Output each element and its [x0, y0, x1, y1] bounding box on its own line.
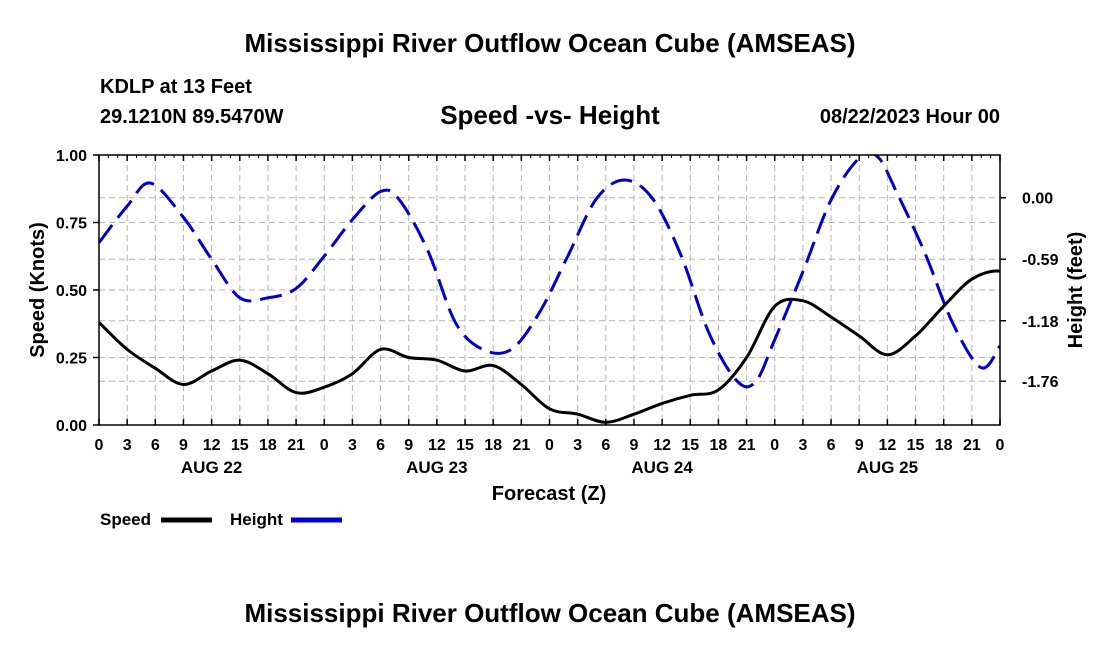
x-tick-label: 21 — [287, 437, 305, 454]
x-tick-label: 15 — [681, 437, 699, 454]
x-tick-label: 0 — [320, 437, 329, 454]
x-tick-label: 15 — [231, 437, 249, 454]
day-label: AUG 23 — [406, 458, 467, 477]
grid-layer — [99, 155, 1000, 425]
x-tick-label: 9 — [179, 437, 188, 454]
x-tick-label: 3 — [123, 437, 132, 454]
x-tick-label: 12 — [203, 437, 221, 454]
y-tick-label-right: -0.59 — [1022, 252, 1059, 269]
x-tick-label: 6 — [827, 437, 836, 454]
x-tick-label: 15 — [456, 437, 474, 454]
y-tick-label-right: 0.00 — [1022, 191, 1053, 208]
series-line-speed — [99, 269, 1000, 424]
x-tick-label: 0 — [545, 437, 554, 454]
x-tick-label: 18 — [484, 437, 502, 454]
x-tick-label: 21 — [512, 437, 530, 454]
x-tick-label: 18 — [259, 437, 277, 454]
forecast-datetime: 08/22/2023 Hour 00 — [819, 106, 1000, 128]
coordinates-label: 29.1210N 89.5470W — [100, 106, 284, 128]
x-tick-label: 9 — [404, 437, 413, 454]
y-tick-label-left: 0.00 — [56, 418, 87, 435]
x-tick-label: 12 — [428, 437, 446, 454]
x-tick-label: 3 — [348, 437, 357, 454]
x-tick-label: 18 — [935, 437, 953, 454]
legend-height-label: Height — [230, 510, 283, 529]
x-tick-label: 9 — [855, 437, 864, 454]
day-label: AUG 22 — [181, 458, 242, 477]
x-tick-label: 3 — [573, 437, 582, 454]
x-tick-label: 0 — [95, 437, 104, 454]
chart-title: Mississippi River Outflow Ocean Cube (AM… — [244, 28, 856, 58]
y-axis-label-left: Speed (Knots) — [27, 222, 49, 358]
station-label: KDLP at 13 Feet — [100, 76, 252, 98]
chart-subtitle: Speed -vs- Height — [440, 100, 660, 130]
x-tick-label: 15 — [907, 437, 925, 454]
x-tick-label: 0 — [996, 437, 1005, 454]
series-line-height — [99, 155, 1000, 389]
y-tick-label-right: -1.76 — [1022, 374, 1059, 391]
y-tick-label-right: -1.18 — [1022, 314, 1059, 331]
x-tick-label: 21 — [738, 437, 756, 454]
x-tick-label: 3 — [798, 437, 807, 454]
day-label: AUG 24 — [631, 458, 693, 477]
x-axis-label: Forecast (Z) — [492, 483, 606, 505]
legend-speed-label: Speed — [100, 510, 152, 529]
chart-title-repeat: Mississippi River Outflow Ocean Cube (AM… — [244, 598, 856, 628]
x-tick-label: 0 — [770, 437, 779, 454]
series-layer — [99, 155, 1000, 424]
x-tick-label: 6 — [151, 437, 160, 454]
y-tick-label-left: 0.75 — [56, 216, 87, 233]
x-tick-label: 9 — [630, 437, 639, 454]
y-tick-label-left: 0.25 — [56, 351, 87, 368]
x-tick-label: 21 — [963, 437, 981, 454]
x-tick-label: 12 — [653, 437, 671, 454]
day-label: AUG 25 — [857, 458, 918, 477]
x-tick-label: 12 — [878, 437, 896, 454]
x-tick-label: 18 — [710, 437, 728, 454]
axis-layer: 0 3 6 9 12 15 18 21 0 3 6 9 12 15 18 21 0 3 6 9 12 15 18 21 0 3 6 9… — [56, 148, 1059, 477]
y-axis-label-right: Height (feet) — [1065, 232, 1087, 349]
x-tick-label: 6 — [376, 437, 385, 454]
y-tick-label-left: 1.00 — [56, 148, 87, 165]
y-tick-label-left: 0.50 — [56, 283, 87, 300]
x-tick-label: 6 — [601, 437, 610, 454]
